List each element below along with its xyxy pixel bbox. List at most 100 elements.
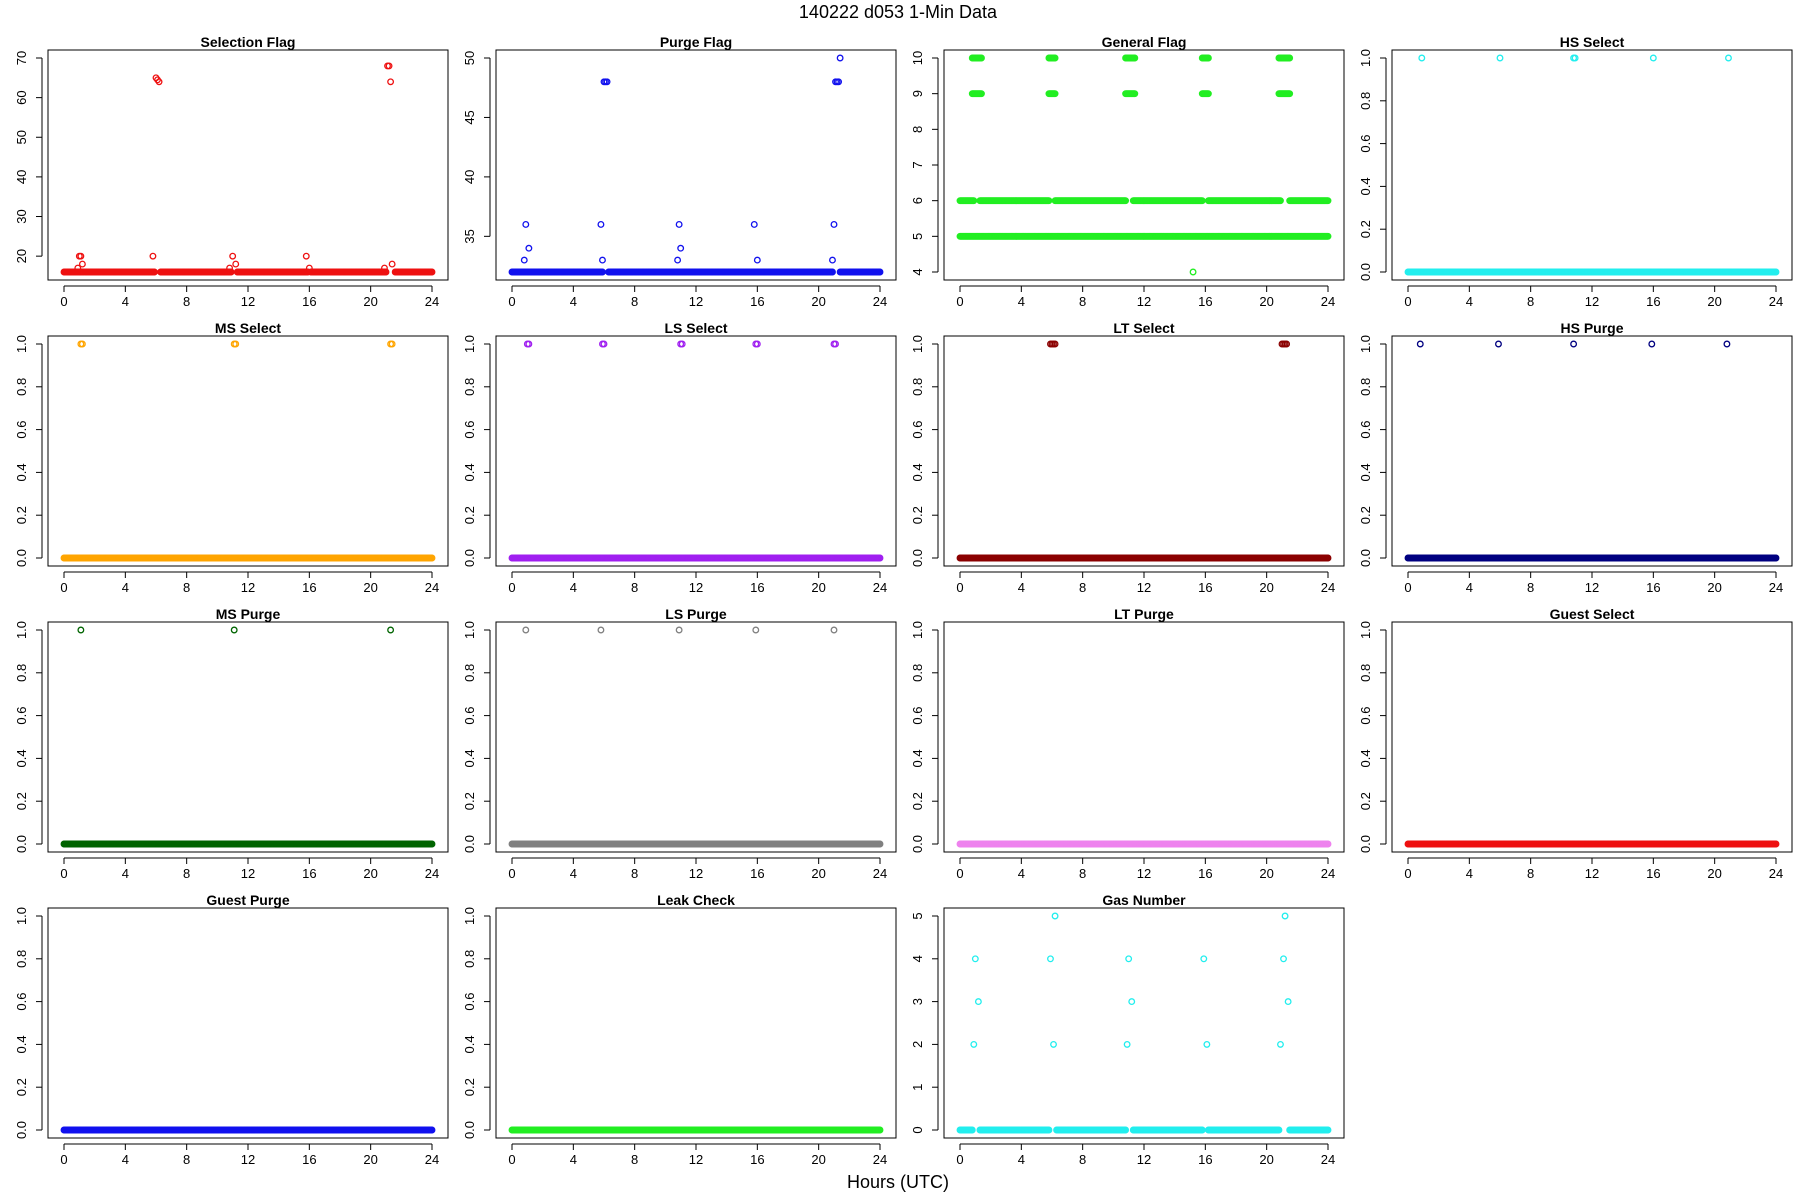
data-point bbox=[525, 244, 533, 252]
x-tick-label: 12 bbox=[689, 580, 703, 595]
x-tick-label: 12 bbox=[1585, 580, 1599, 595]
x-tick-label: 4 bbox=[122, 580, 129, 595]
y-axis: 0.00.20.40.60.81.0 bbox=[910, 335, 939, 567]
data-point bbox=[155, 78, 163, 86]
panel-frame bbox=[1391, 335, 1793, 567]
x-tick-label: 12 bbox=[1585, 294, 1599, 309]
data-point bbox=[675, 220, 683, 228]
x-tick-label: 12 bbox=[1137, 294, 1151, 309]
data-point bbox=[1495, 340, 1502, 348]
y-tick-label: 0.6 bbox=[14, 707, 29, 725]
x-tick-label: 24 bbox=[425, 580, 439, 595]
panel-frame bbox=[495, 335, 897, 567]
y-tick-label: 0.2 bbox=[1358, 220, 1373, 238]
x-axis: 0 4 8 12 16 20 24 bbox=[956, 285, 1335, 309]
y-tick-label: 9 bbox=[910, 90, 925, 97]
y-tick-label: 0.0 bbox=[462, 549, 477, 567]
data-point bbox=[302, 252, 310, 260]
y-tick-label: 50 bbox=[462, 51, 477, 65]
data-point bbox=[677, 244, 685, 252]
y-tick-label: 0.8 bbox=[910, 378, 925, 396]
panel-title: MS Purge bbox=[216, 606, 281, 622]
data-point bbox=[836, 54, 844, 62]
data-points bbox=[1404, 340, 1780, 562]
x-tick-label: 20 bbox=[1259, 294, 1273, 309]
y-tick-label: 1.0 bbox=[14, 335, 29, 353]
y-tick-label: 0.0 bbox=[1358, 549, 1373, 567]
y-tick-label: 0.4 bbox=[14, 463, 29, 481]
y-tick-label: 0.6 bbox=[14, 421, 29, 439]
x-axis: 0 4 8 12 16 20 24 bbox=[508, 285, 887, 309]
y-tick-label: 40 bbox=[14, 170, 29, 184]
y-tick-label: 0.8 bbox=[1358, 92, 1373, 110]
x-tick-label: 0 bbox=[956, 294, 963, 309]
data-points bbox=[60, 626, 436, 848]
data-points bbox=[508, 54, 884, 276]
data-point bbox=[78, 260, 86, 268]
x-axis: 0 4 8 12 16 20 24 bbox=[508, 571, 887, 595]
data-point bbox=[1570, 340, 1578, 348]
data-point bbox=[381, 264, 388, 272]
y-tick-label: 0.4 bbox=[14, 749, 29, 767]
y-tick-label: 7 bbox=[910, 161, 925, 168]
data-points bbox=[60, 62, 436, 276]
x-tick-label: 24 bbox=[873, 580, 887, 595]
x-tick-label: 0 bbox=[1404, 580, 1411, 595]
x-tick-label: 8 bbox=[631, 580, 638, 595]
y-tick-label: 1.0 bbox=[1358, 335, 1373, 353]
x-tick-label: 24 bbox=[1769, 294, 1783, 309]
x-tick-label: 24 bbox=[425, 294, 439, 309]
x-tick-label: 8 bbox=[183, 294, 190, 309]
x-axis: 0 4 8 12 16 20 24 bbox=[60, 857, 439, 881]
data-point bbox=[226, 264, 234, 272]
y-tick-label: 0.0 bbox=[14, 549, 29, 567]
y-tick-label: 60 bbox=[14, 90, 29, 104]
data-point bbox=[599, 256, 606, 264]
data-point bbox=[232, 260, 240, 268]
x-tick-label: 16 bbox=[302, 866, 316, 881]
data-point bbox=[74, 264, 82, 272]
y-tick-label: 0.2 bbox=[910, 506, 925, 524]
x-tick-label: 0 bbox=[508, 294, 515, 309]
y-tick-label: 0.0 bbox=[910, 549, 925, 567]
x-tick-label: 16 bbox=[1198, 294, 1212, 309]
x-axis: 0 4 8 12 16 20 24 bbox=[60, 285, 439, 309]
x-tick-label: 4 bbox=[1466, 580, 1473, 595]
y-tick-label: 0.8 bbox=[14, 378, 29, 396]
data-points bbox=[60, 340, 436, 562]
figure-title: 140222 d053 1-Min Data bbox=[799, 2, 998, 22]
data-point bbox=[1723, 340, 1731, 348]
x-tick-label: 4 bbox=[1466, 294, 1473, 309]
data-point bbox=[382, 268, 390, 276]
y-tick-label: 0.8 bbox=[14, 664, 29, 682]
y-tick-label: 0.6 bbox=[462, 421, 477, 439]
y-tick-label: 5 bbox=[910, 233, 925, 240]
panel-title: Selection Flag bbox=[201, 34, 296, 50]
data-point bbox=[830, 220, 838, 228]
data-points bbox=[1404, 54, 1780, 276]
y-tick-label: 0.6 bbox=[1358, 421, 1373, 439]
data-point bbox=[1649, 54, 1657, 62]
x-tick-label: 4 bbox=[570, 294, 577, 309]
y-tick-label: 1.0 bbox=[1358, 49, 1373, 67]
y-tick-label: 1.0 bbox=[14, 621, 29, 639]
panel-frame bbox=[495, 49, 897, 281]
x-tick-label: 20 bbox=[363, 866, 377, 881]
panel-frame bbox=[47, 49, 449, 281]
x-tick-label: 20 bbox=[1707, 580, 1721, 595]
data-point bbox=[1725, 54, 1732, 62]
y-tick-label: 0.6 bbox=[910, 421, 925, 439]
x-tick-label: 12 bbox=[689, 294, 703, 309]
y-tick-label: 4 bbox=[910, 268, 925, 275]
x-axis: 0 4 8 12 16 20 24 bbox=[60, 571, 439, 595]
panel-title: HS Select bbox=[1560, 34, 1625, 50]
x-tick-label: 20 bbox=[811, 580, 825, 595]
data-point bbox=[597, 220, 605, 228]
x-tick-label: 20 bbox=[1259, 580, 1273, 595]
